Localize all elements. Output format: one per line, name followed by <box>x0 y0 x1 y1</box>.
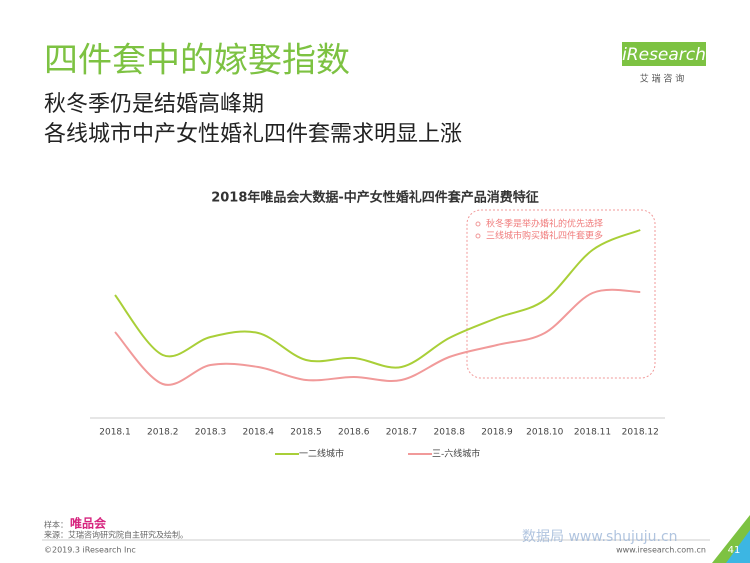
watermark: 数据局 www.shujuju.cn <box>522 529 678 545</box>
x-tick-label: 2018.1 <box>99 428 131 438</box>
chart-title: 2018年唯品会大数据-中产女性婚礼四件套产品消费特征 <box>211 190 539 206</box>
annotation: 秋冬季是举办婚礼的优先选择 <box>486 218 603 230</box>
x-tick-label: 2018.3 <box>195 428 227 438</box>
bullet <box>475 233 481 239</box>
x-tick-label: 2018.6 <box>338 428 370 438</box>
x-tick-label: 2018.7 <box>386 428 418 438</box>
logo: iResearch <box>622 45 706 65</box>
copyright: ©2019.3 iResearch Inc <box>44 546 136 555</box>
slide-title: 四件套中的嫁娶指数 <box>44 41 350 81</box>
logo-box <box>622 42 706 66</box>
annotation: 三线城市购买婚礼四件套更多 <box>486 230 603 242</box>
series-line <box>114 288 641 386</box>
subtitle: 各线城市中产女性婚礼四件套需求明显上涨 <box>44 122 462 147</box>
x-tick-label: 2018.8 <box>434 428 466 438</box>
sample-label: 样本： <box>44 520 68 530</box>
series-line <box>114 229 641 369</box>
x-tick-label: 2018.5 <box>290 428 322 438</box>
legend-label: 三-六线城市 <box>432 448 480 460</box>
legend-label: 一二线城市 <box>299 448 344 460</box>
logo-sub: 艾 瑞 咨 询 <box>640 73 685 85</box>
x-tick-label: 2018.10 <box>526 428 563 438</box>
x-tick-label: 2018.4 <box>243 428 275 438</box>
source: 来源：艾瑞咨询研究院自主研究及绘制。 <box>44 530 188 540</box>
x-tick-label: 2018.12 <box>622 428 659 438</box>
subtitle: 秋冬季仍是结婚高峰期 <box>44 92 264 117</box>
corner <box>726 530 750 563</box>
page-number: 41 <box>728 545 741 556</box>
sample: 唯品会 <box>70 516 107 531</box>
x-tick-label: 2018.9 <box>481 428 513 438</box>
x-tick-label: 2018.11 <box>574 428 611 438</box>
highlight-box <box>466 209 656 379</box>
x-tick-label: 2018.2 <box>147 428 179 438</box>
bullet <box>475 221 481 227</box>
website: www.iresearch.com.cn <box>616 546 706 555</box>
